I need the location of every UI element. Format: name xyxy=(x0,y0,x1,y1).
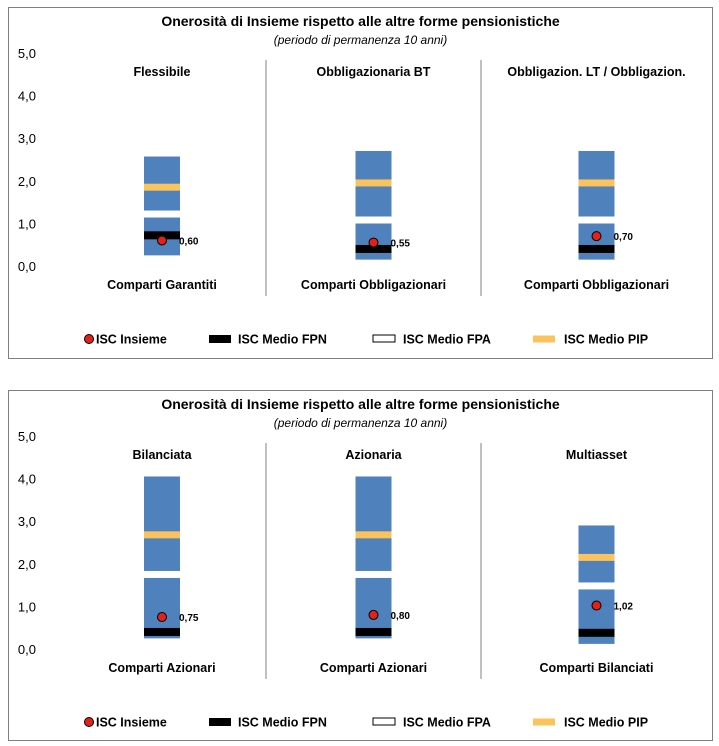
range-bar xyxy=(578,150,615,260)
insieme-data-label: 0,80 xyxy=(391,611,411,622)
y-tick-label: 1,0 xyxy=(18,599,36,614)
insieme-data-label: 0,55 xyxy=(391,239,411,250)
legend-fpn-swatch xyxy=(209,335,231,343)
group-title: Obbligazion. LT / Obbligazion. xyxy=(507,65,685,79)
pip-marker xyxy=(578,179,615,187)
y-tick-label: 3,0 xyxy=(18,131,36,146)
y-tick-label: 1,0 xyxy=(18,216,36,231)
legend-label: ISC Medio FPN xyxy=(238,716,327,730)
chart-panel-2: Onerosità di Insieme rispetto alle altre… xyxy=(8,390,713,741)
chart-svg-1: Onerosità di Insieme rispetto alle altre… xyxy=(18,13,686,347)
category-label: Comparti Obbligazionari xyxy=(301,278,446,292)
group-title: Bilanciata xyxy=(132,448,192,462)
pip-marker xyxy=(144,183,180,191)
insieme-data-label: 0,60 xyxy=(179,236,199,247)
legend-insieme-swatch xyxy=(84,334,94,344)
group-title: Multiasset xyxy=(566,448,628,462)
group-title: Azionaria xyxy=(345,448,402,462)
fpn-marker xyxy=(355,244,392,253)
chart-subtitle: (periodo di permanenza 10 anni) xyxy=(274,416,447,430)
legend-label: ISC Insieme xyxy=(96,716,167,730)
insieme-point xyxy=(157,612,167,623)
legend-label: ISC Insieme xyxy=(96,333,167,347)
category-label: Comparti Bilanciati xyxy=(540,661,654,675)
fpa-marker xyxy=(355,570,392,578)
fpn-marker xyxy=(578,244,615,253)
chart-subtitle: (periodo di permanenza 10 anni) xyxy=(274,33,447,47)
pip-marker xyxy=(144,531,180,539)
category-label: Comparti Garantiti xyxy=(107,278,217,292)
category-label: Comparti Azionari xyxy=(320,661,427,675)
insieme-point xyxy=(157,235,167,246)
insieme-point xyxy=(368,609,379,620)
insieme-data-label: 0,75 xyxy=(179,613,199,624)
insieme-point xyxy=(591,231,602,242)
y-tick-label: 4,0 xyxy=(18,89,36,104)
legend-label: ISC Medio PIP xyxy=(564,333,648,347)
legend-pip-swatch xyxy=(533,335,555,343)
fpn-marker xyxy=(144,627,180,636)
insieme-point xyxy=(591,600,602,611)
fpn-marker xyxy=(578,628,615,637)
legend-label: ISC Medio FPA xyxy=(403,716,491,730)
category-label: Comparti Azionari xyxy=(108,661,215,675)
y-tick-label: 4,0 xyxy=(18,472,36,487)
range-bar xyxy=(144,476,180,639)
legend-fpa-swatch xyxy=(372,334,396,343)
y-tick-label: 0,0 xyxy=(18,259,36,274)
fpa-marker xyxy=(144,570,180,578)
legend-label: ISC Medio FPN xyxy=(238,333,327,347)
chart-panel-1: Onerosità di Insieme rispetto alle altre… xyxy=(8,7,713,359)
chart-title: Onerosità di Insieme rispetto alle altre… xyxy=(161,396,560,412)
insieme-point xyxy=(368,237,379,248)
y-tick-label: 0,0 xyxy=(18,642,36,657)
y-tick-label: 5,0 xyxy=(18,429,36,444)
fpa-marker xyxy=(144,210,180,218)
fpa-marker xyxy=(578,216,615,224)
fpa-marker xyxy=(355,216,392,224)
pip-marker xyxy=(355,531,392,539)
y-tick-label: 2,0 xyxy=(18,174,36,189)
chart-svg-2: Onerosità di Insieme rispetto alle altre… xyxy=(18,396,654,730)
fpn-marker xyxy=(144,231,180,240)
pip-marker xyxy=(355,179,392,187)
fpa-marker xyxy=(578,582,615,590)
group-title: Flessibile xyxy=(134,65,191,79)
legend-pip-swatch xyxy=(533,718,555,726)
legend-fpa-swatch xyxy=(372,717,396,726)
legend-fpn-swatch xyxy=(209,718,231,726)
legend-insieme-swatch xyxy=(84,717,94,727)
y-tick-label: 2,0 xyxy=(18,557,36,572)
insieme-data-label: 1,02 xyxy=(614,602,634,613)
category-label: Comparti Obbligazionari xyxy=(524,278,669,292)
chart-title: Onerosità di Insieme rispetto alle altre… xyxy=(161,13,560,29)
y-tick-label: 5,0 xyxy=(18,46,36,61)
pip-marker xyxy=(578,553,615,561)
legend-label: ISC Medio PIP xyxy=(564,716,648,730)
fpn-marker xyxy=(355,627,392,636)
y-tick-label: 3,0 xyxy=(18,514,36,529)
insieme-data-label: 0,70 xyxy=(614,232,634,243)
group-title: Obbligazionaria BT xyxy=(317,65,431,79)
legend-label: ISC Medio FPA xyxy=(403,333,491,347)
